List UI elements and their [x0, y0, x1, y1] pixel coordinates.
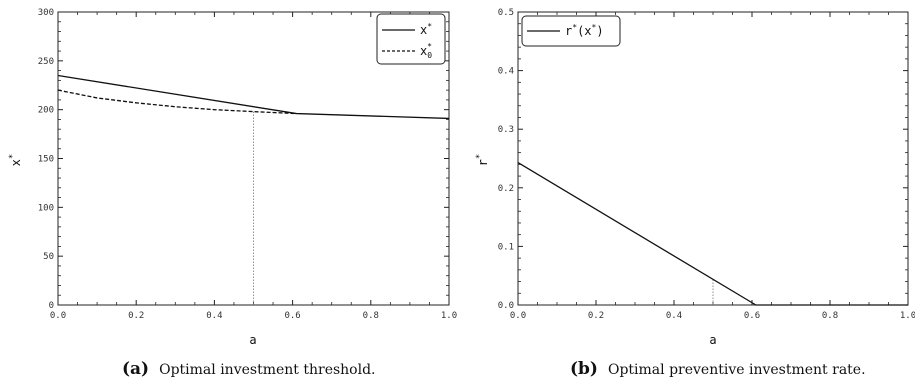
x-axis-label-a: a: [249, 333, 256, 347]
caption-text-b: Optimal preventive investment rate.: [608, 362, 866, 378]
legend-label-x0-star: x0*: [420, 42, 432, 60]
legend-box-b: [521, 15, 621, 47]
y-axis-label-a: x*: [8, 154, 23, 167]
x-tick-label-b: 0.6: [744, 311, 760, 321]
legend-b: r*(x*): [521, 15, 621, 47]
plot-frame-b: [517, 11, 909, 306]
y-tick-label-a: 100: [38, 203, 54, 213]
y-tick-label-a: 300: [38, 8, 54, 18]
y-tick-label-a: 250: [38, 57, 54, 67]
x-tick-label-b: 1.0: [900, 311, 915, 321]
legend-label-r-star: r*(x*): [565, 23, 604, 38]
x-tick-label-a: 0.4: [206, 311, 222, 321]
y-tick-label-a: 50: [43, 252, 54, 262]
lines-a: [57, 74, 450, 305]
y-tick-label-b: 0.0: [498, 301, 514, 311]
caption-text-a: Optimal investment threshold.: [159, 362, 375, 378]
x-tick-label-a: 0.2: [128, 311, 144, 321]
y-tick-label-b: 0.3: [498, 125, 514, 135]
y-tick-label-b: 0.1: [498, 242, 514, 252]
x-tick-label-b: 0.8: [822, 311, 838, 321]
caption-a: (a) Optimal investment threshold.: [122, 359, 376, 379]
y-tick-label-a: 150: [38, 155, 54, 165]
x-tick-label-b: 0.2: [588, 311, 604, 321]
y-tick-label-a: 0: [49, 301, 54, 311]
legend-box-a: [376, 13, 446, 65]
caption-b: (b) Optimal preventive investment rate.: [570, 359, 866, 379]
y-axis-label-b: r*: [475, 154, 490, 167]
lines-b: [517, 162, 908, 306]
legend-a: x* x0*: [376, 13, 446, 65]
series-line-b-0: [517, 162, 908, 306]
x-tick-label-a: 1.0: [441, 311, 457, 321]
ticks-b: 0.0 0.2 0.4 0.6 0.8 1.0 0.0 0.1 0.2 0.3 0.4 0.5: [498, 8, 915, 321]
y-tick-label-a: 200: [38, 106, 54, 116]
x-tick-label-a: 0.6: [284, 311, 300, 321]
x-tick-label-a: 0.8: [363, 311, 379, 321]
series-line-a-0: [57, 74, 450, 120]
x-axis-label-b: a: [709, 333, 716, 347]
x-tick-label-a: 0.0: [50, 311, 66, 321]
panel-label-a: (a): [122, 359, 149, 379]
chart-panel-b: 0.0 0.2 0.4 0.6 0.8 1.00.00.10.20.30.40.5 r* …: [475, 8, 915, 379]
y-tick-label-b: 0.4: [498, 67, 514, 77]
series-line-a-1: [57, 89, 297, 115]
x-tick-label-b: 0.0: [510, 311, 526, 321]
chart-panel-a: 0.0 0.2 0.4 0.6 0.8 1.0 0 50 100 150 200 250 300 x* …: [8, 8, 457, 379]
panel-label-b: (b): [570, 359, 598, 379]
y-tick-label-b: 0.2: [498, 184, 514, 194]
x-tick-label-b: 0.4: [666, 311, 682, 321]
y-tick-label-b: 0.5: [498, 8, 514, 18]
